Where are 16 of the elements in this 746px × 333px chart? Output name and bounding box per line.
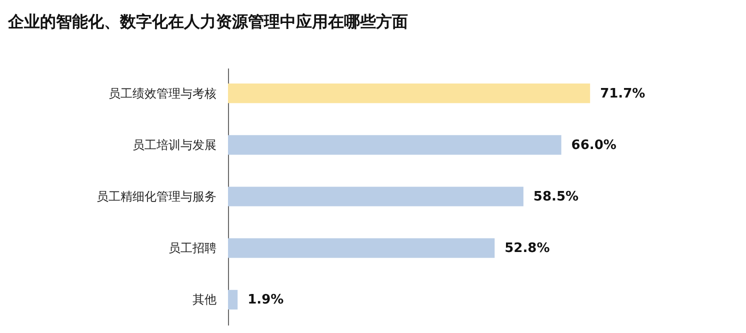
data-label: 58.5%: [533, 190, 579, 204]
y-tick-label: 员工精细化管理与服务: [96, 190, 216, 204]
data-label: 1.9%: [248, 292, 284, 308]
data-label: 52.8%: [504, 241, 550, 256]
bar: [228, 238, 495, 258]
chart-title: 企业的智能化、数字化在人力资源管理中应用在哪些方面: [7, 12, 408, 31]
y-tick-label: 员工招聘: [168, 241, 216, 256]
y-tick-label: 其他: [192, 292, 216, 307]
data-label: 66.0%: [571, 138, 616, 153]
bar: [228, 290, 238, 310]
bar: [228, 135, 562, 155]
bar: [228, 83, 590, 104]
y-tick-label: 员工培训与发展: [132, 138, 216, 152]
y-tick-label: 员工绩效管理与考核: [108, 86, 216, 100]
bar: [228, 186, 524, 206]
data-label: 71.7%: [600, 86, 646, 102]
